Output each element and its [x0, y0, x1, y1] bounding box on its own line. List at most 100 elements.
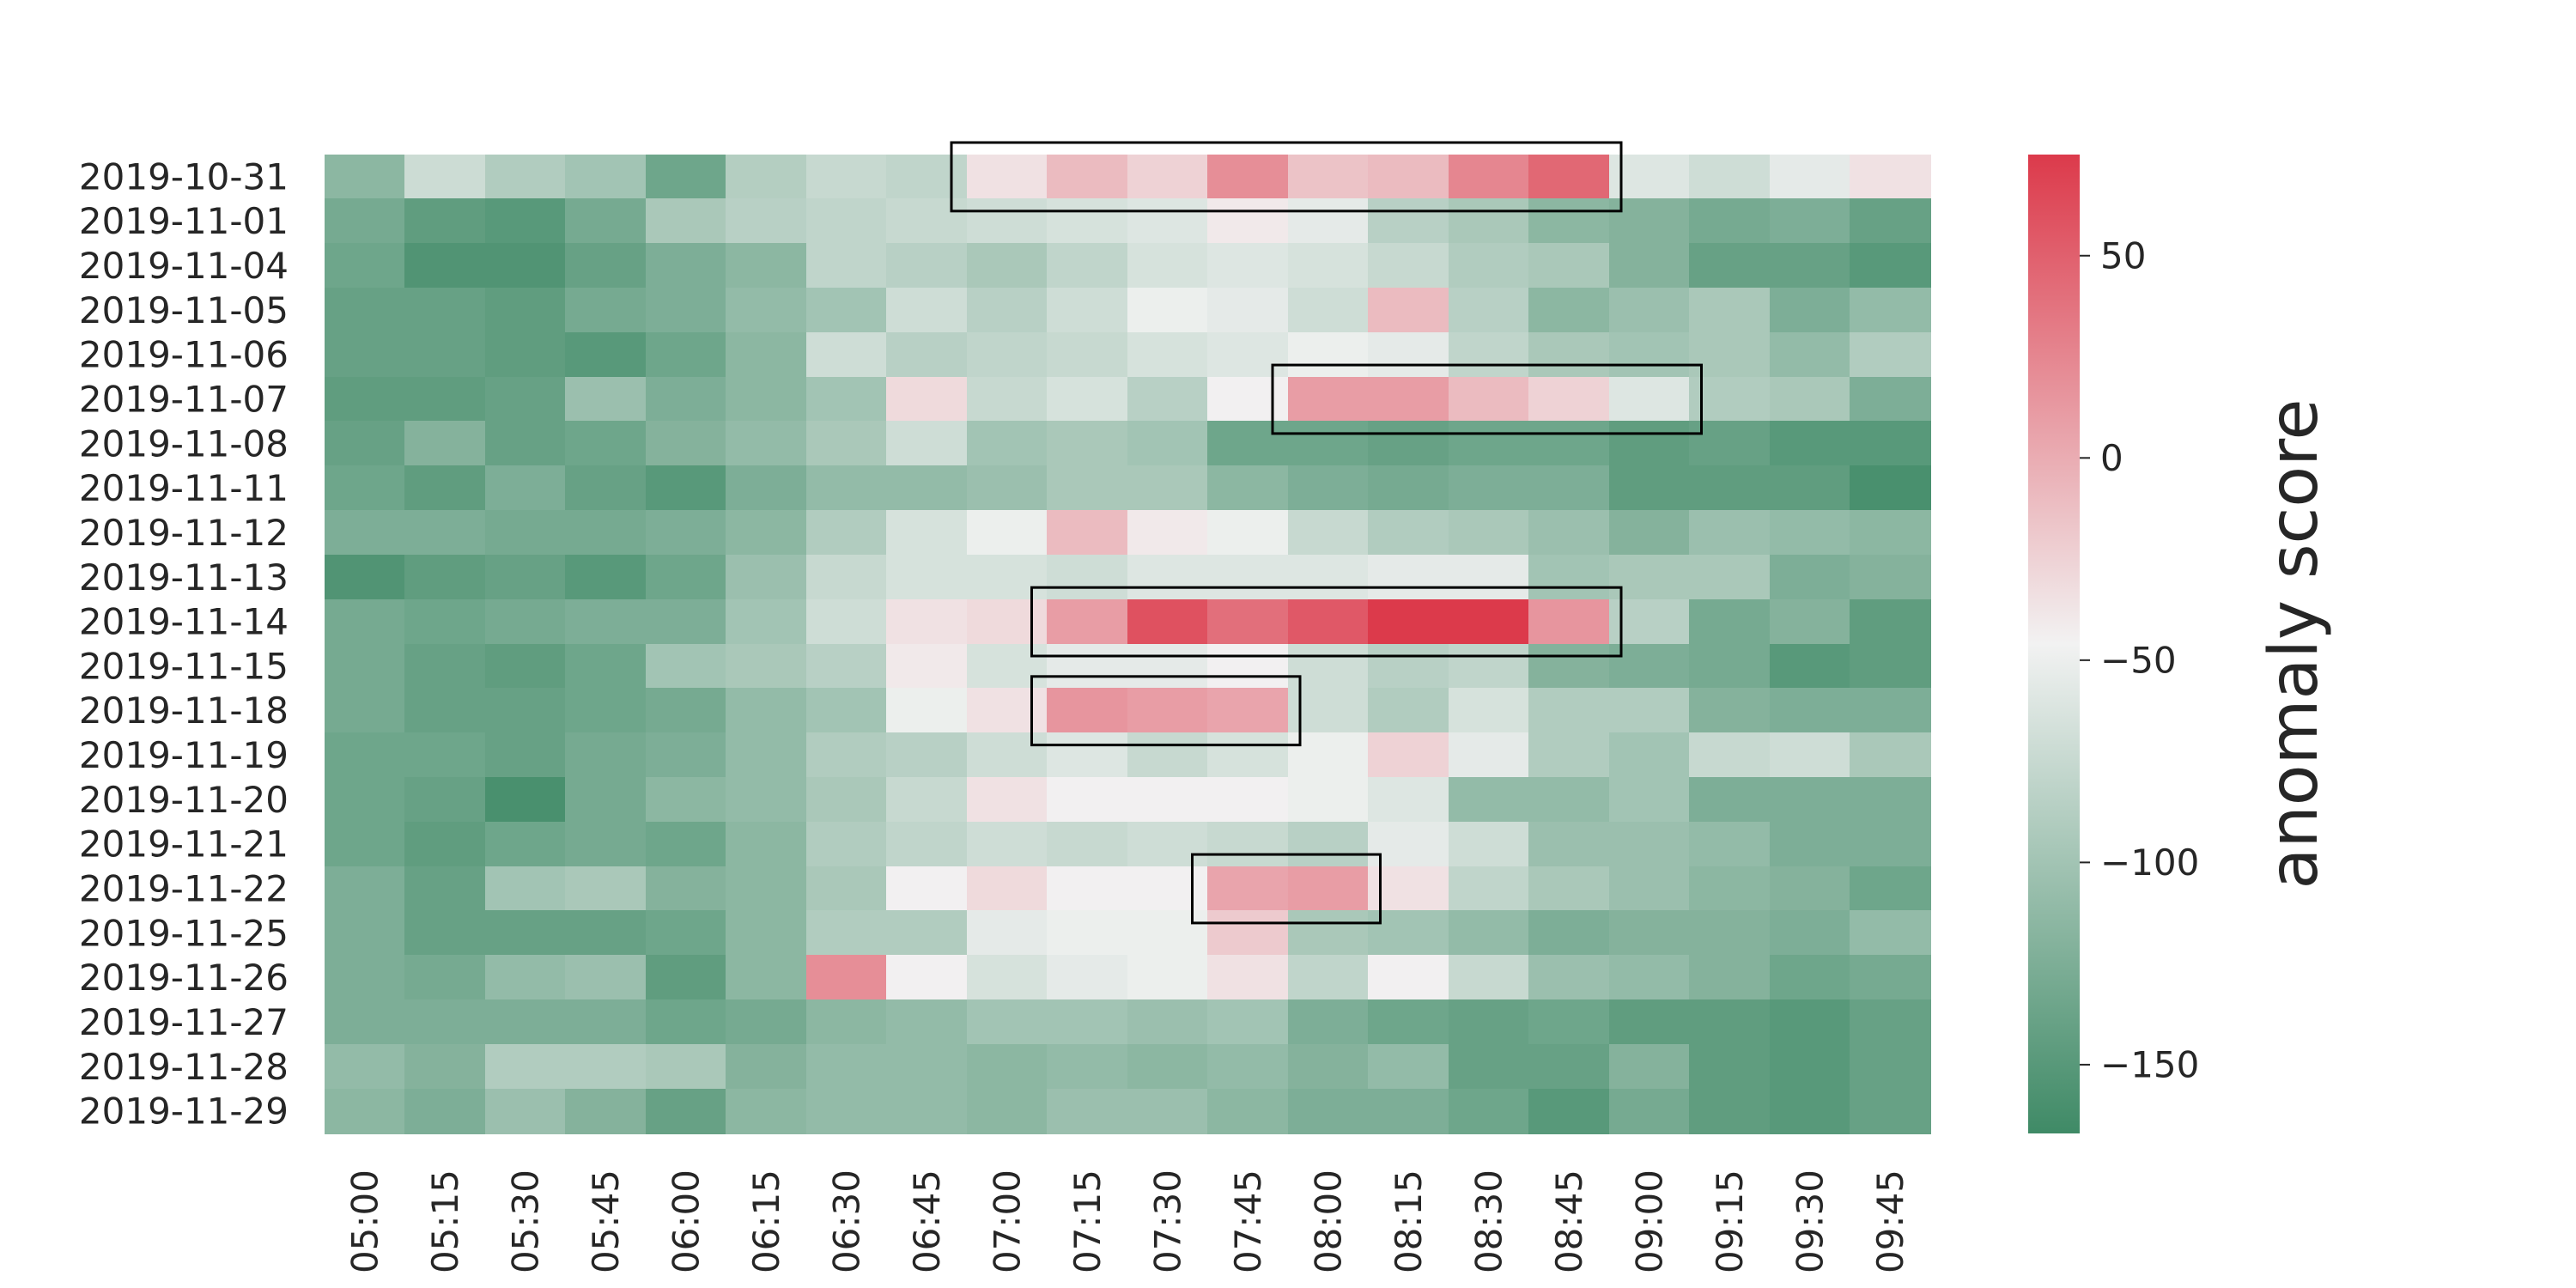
heatmap-cell	[1207, 822, 1289, 867]
heatmap-cell	[404, 377, 486, 422]
heatmap-cell	[1770, 243, 1850, 289]
heatmap-cell	[646, 465, 726, 511]
colorbar-tick-label: −50	[2100, 639, 2177, 681]
heatmap-cell	[1207, 155, 1289, 199]
x-tick-label: 06:00	[665, 1170, 707, 1273]
heatmap-cell	[1770, 999, 1850, 1045]
heatmap-cell	[1127, 866, 1208, 911]
heatmap-cell	[485, 288, 566, 333]
heatmap-cell	[1368, 288, 1449, 333]
heatmap-cell	[1127, 910, 1208, 956]
heatmap-cell	[646, 377, 726, 422]
heatmap-cell	[1689, 155, 1771, 199]
heatmap-cell	[726, 866, 807, 911]
heatmap-cell	[726, 732, 807, 778]
colorbar-tick-label: −150	[2100, 1043, 2199, 1085]
y-tick-label: 2019-11-14	[79, 601, 289, 643]
heatmap-cell	[325, 243, 405, 289]
heatmap-cell	[726, 332, 807, 378]
heatmap-cell	[1368, 421, 1449, 466]
colorbar-tick-label: 0	[2100, 437, 2123, 479]
heatmap-cell	[1207, 198, 1289, 244]
heatmap-cell	[806, 1089, 887, 1134]
y-tick-label: 2019-11-20	[79, 779, 289, 821]
heatmap-cell	[1207, 955, 1289, 1000]
heatmap-cell	[1689, 555, 1771, 600]
heatmap-cell	[1368, 465, 1449, 511]
heatmap-cell	[1288, 465, 1369, 511]
heatmap-cell	[1449, 732, 1529, 778]
heatmap-cell	[886, 599, 968, 645]
heatmap-cell	[1850, 377, 1931, 422]
heatmap-cell	[726, 288, 807, 333]
y-tick-label: 2019-11-12	[79, 512, 289, 554]
heatmap-cell	[565, 421, 647, 466]
heatmap-cell	[1288, 421, 1369, 466]
heatmap-cell	[565, 332, 647, 378]
heatmap-cell	[1609, 732, 1690, 778]
heatmap-cell	[726, 1044, 807, 1090]
heatmap-cell	[806, 999, 887, 1045]
heatmap-cell	[1368, 198, 1449, 244]
y-tick-label: 2019-11-29	[79, 1091, 289, 1133]
y-tick-label: 2019-11-21	[79, 823, 289, 866]
heatmap-cell	[404, 155, 486, 199]
heatmap-cell	[565, 822, 647, 867]
heatmap-cell	[1850, 777, 1931, 823]
heatmap-cell	[1689, 777, 1771, 823]
heatmap-cell	[404, 866, 486, 911]
highlight-box	[1271, 363, 1703, 435]
heatmap-cell	[1850, 822, 1931, 867]
heatmap-cell	[485, 955, 566, 1000]
heatmap-cell	[1288, 1044, 1369, 1090]
heatmap-cell	[565, 198, 647, 244]
colorbar-gradient	[2028, 155, 2080, 1133]
heatmap-cell	[806, 866, 887, 911]
heatmap-cell	[485, 510, 566, 556]
heatmap-cell	[1528, 999, 1610, 1045]
heatmap-cell	[1127, 644, 1208, 689]
heatmap-cell	[1047, 644, 1128, 689]
heatmap-cell	[325, 198, 405, 244]
heatmap-cell	[967, 288, 1048, 333]
y-tick-label: 2019-11-22	[79, 868, 289, 910]
heatmap-cell	[967, 866, 1048, 911]
heatmap-cell	[726, 910, 807, 956]
heatmap-cell	[1047, 198, 1128, 244]
heatmap-cell	[1770, 910, 1850, 956]
heatmap-cell	[1449, 465, 1529, 511]
heatmap-cell	[1609, 688, 1690, 733]
heatmap-cell	[404, 910, 486, 956]
heatmap-cell	[967, 999, 1048, 1045]
heatmap-cell	[565, 732, 647, 778]
heatmap-cell	[1449, 866, 1529, 911]
heatmap-cell	[1047, 510, 1128, 556]
heatmap-cell	[1368, 155, 1449, 199]
heatmap-cell	[1528, 332, 1610, 378]
heatmap-cell	[1127, 288, 1208, 333]
heatmap-cell	[1609, 866, 1690, 911]
heatmap-cell	[1127, 822, 1208, 867]
heatmap-cell	[1047, 910, 1128, 956]
heatmap-cell	[886, 243, 968, 289]
heatmap-cell	[1449, 332, 1529, 378]
heatmap-cell	[1689, 510, 1771, 556]
heatmap-cell	[967, 599, 1048, 645]
heatmap-cell	[485, 243, 566, 289]
heatmap-cell	[1770, 198, 1850, 244]
highlight-box	[950, 141, 1623, 213]
heatmap-cell	[1528, 377, 1610, 422]
heatmap-cell	[806, 555, 887, 600]
heatmap-cell	[726, 155, 807, 199]
heatmap-cell	[726, 377, 807, 422]
heatmap-cell	[1449, 644, 1529, 689]
heatmap-cell	[1449, 288, 1529, 333]
heatmap-cell	[726, 198, 807, 244]
heatmap-cell	[646, 955, 726, 1000]
heatmap-cell	[565, 1089, 647, 1134]
heatmap-cell	[1609, 510, 1690, 556]
heatmap-cell	[1528, 465, 1610, 511]
heatmap-cell	[1770, 421, 1850, 466]
heatmap-cell	[1609, 155, 1690, 199]
heatmap-cell	[404, 243, 486, 289]
